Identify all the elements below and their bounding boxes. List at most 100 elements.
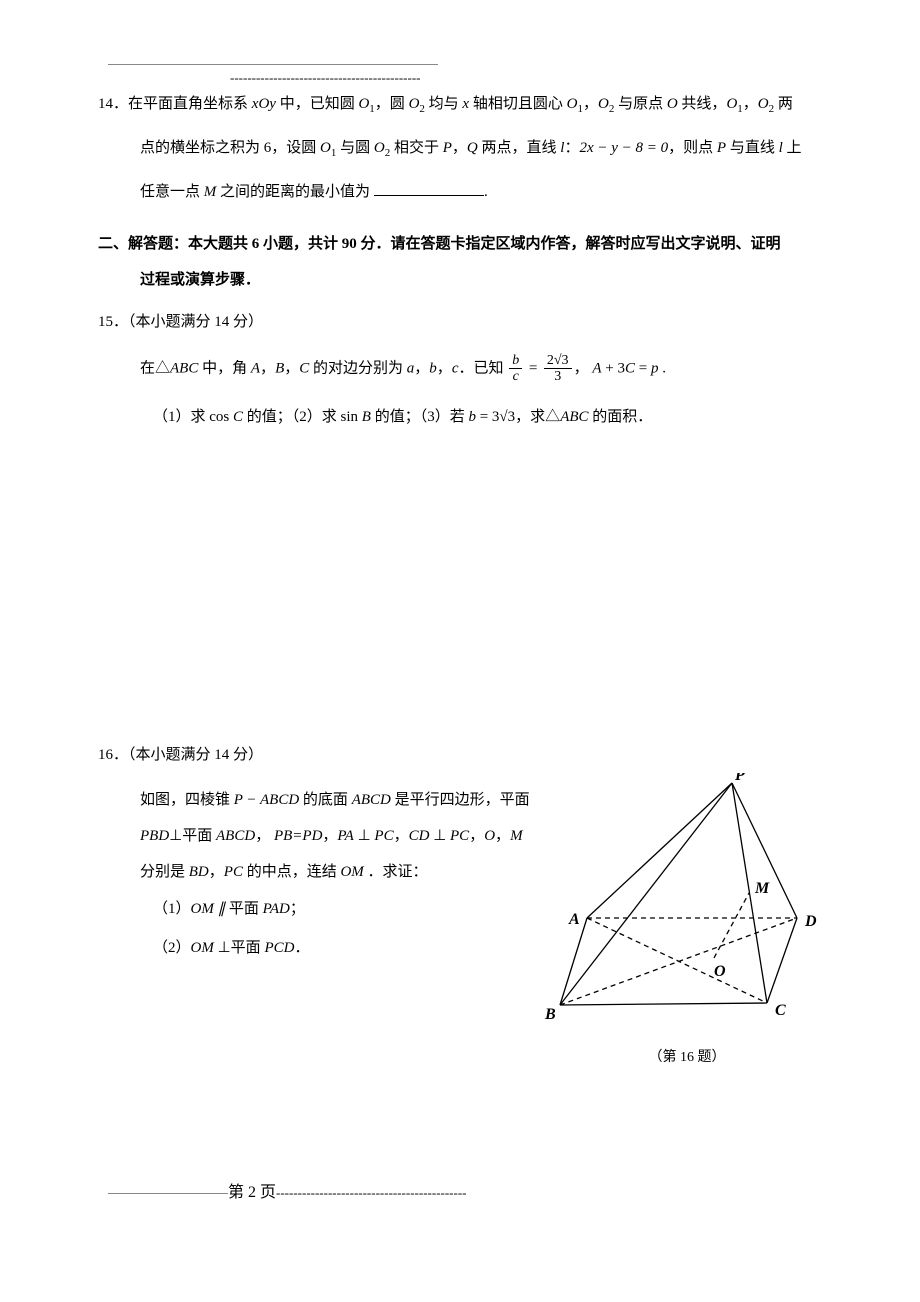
O1c: O — [726, 96, 737, 112]
P: P — [443, 140, 452, 156]
page-number: 第 2 页 — [228, 1184, 276, 1201]
eq2b: + 3 — [602, 360, 625, 376]
svg-text:A: A — [568, 911, 580, 928]
PC: PC — [374, 828, 393, 844]
BD: BD — [189, 864, 209, 880]
q14-text: 任意一点 — [140, 184, 204, 200]
C: C — [299, 360, 309, 376]
q15-text: 的值；（3）若 — [371, 409, 469, 425]
q15-text: ，求△ — [515, 409, 560, 425]
q14-text: 与原点 — [614, 96, 667, 112]
svg-text:B: B — [544, 1006, 556, 1023]
perp: ⊥ — [429, 828, 450, 844]
O: O — [667, 96, 678, 112]
O2d: O — [374, 140, 385, 156]
svg-text:M: M — [754, 880, 770, 897]
q14-text: ， — [743, 96, 758, 112]
eq: 2x − y − 8 = 0 — [579, 140, 668, 156]
q16-text: 平面 — [231, 940, 265, 956]
PAD: PAD — [263, 901, 290, 917]
Q: Q — [467, 140, 478, 156]
fraction-2sqrt3-3: 2√33 — [544, 353, 572, 385]
page-content: 14．在平面直角坐标系 xOy 中，已知圆 O1，圆 O2 均与 x 轴相切且圆… — [98, 90, 822, 968]
q14-text: 在平面直角坐标系 — [128, 96, 252, 112]
pabcd: P − ABCD — [234, 792, 299, 808]
q15-text: （1）求 cos — [153, 409, 233, 425]
Olabel: O — [484, 828, 495, 844]
c: ， — [322, 828, 337, 844]
question-16: 16．（本小题满分 14 分） 如图，四棱锥 P − ABCD 的底面 ABCD… — [98, 741, 822, 968]
period: . — [484, 184, 488, 200]
eq3b: = 3√3 — [476, 409, 515, 425]
PBD: PBD — [140, 828, 169, 844]
q14-text: 两 — [774, 96, 793, 112]
q15-number: 15． — [98, 314, 128, 330]
q14-text: ，则点 — [668, 140, 717, 156]
ABC: ABC — [170, 360, 198, 376]
perp: ⊥ — [169, 828, 182, 844]
c: ， — [284, 360, 299, 376]
q16-number: 16． — [98, 747, 128, 763]
q14-line3: 任意一点 M 之间的距离的最小值为. — [98, 178, 822, 207]
q16-text: 的中点，连结 — [243, 864, 341, 880]
q16-text: 平面 — [182, 828, 216, 844]
frac-den: c — [509, 369, 522, 384]
top-dashes: ----------------------------------------… — [230, 66, 420, 91]
q15-text: 的值；（2）求 sin — [243, 409, 362, 425]
Mlabel: M — [510, 828, 523, 844]
PC2: PC — [450, 828, 469, 844]
fraction-bc: bc — [509, 353, 522, 385]
q14-text: 两点，直线 — [478, 140, 561, 156]
O2c: O — [758, 96, 769, 112]
perp2: ⊥ — [214, 940, 231, 956]
q16-body: 如图，四棱锥 P − ABCD 的底面 ABCD 是平行四边形，平面 PBD⊥平… — [98, 782, 538, 890]
c: ， — [414, 360, 429, 376]
c: ， — [469, 828, 484, 844]
q15-text: 的对边分别为 — [309, 360, 407, 376]
OM1: OM — [191, 901, 214, 917]
q16-text: 如图，四棱锥 — [140, 792, 234, 808]
M: M — [204, 184, 217, 200]
O1: O — [358, 96, 369, 112]
PA: PA — [337, 828, 353, 844]
svg-text:P: P — [734, 773, 745, 784]
answer-blank — [374, 181, 484, 196]
O2b: O — [598, 96, 609, 112]
q14-line2: 点的横坐标之积为 6，设圆 O1 与圆 O2 相交于 P，Q 两点，直线 l：2… — [98, 134, 822, 164]
PBPD: PB=PD — [274, 828, 322, 844]
b: b — [429, 360, 437, 376]
c: ， — [394, 828, 409, 844]
ABCD2: ABCD — [216, 828, 255, 844]
footer-rule — [108, 1193, 228, 1194]
q14-text: ， — [583, 96, 598, 112]
q14-line1: 14．在平面直角坐标系 xOy 中，已知圆 O1，圆 O2 均与 x 轴相切且圆… — [98, 90, 822, 120]
q15-text: 的面积． — [589, 409, 653, 425]
q15-body2: （1）求 cos C 的值；（2）求 sin B 的值；（3）若 b = 3√3… — [98, 403, 822, 432]
q14-text: 中，已知圆 — [276, 96, 359, 112]
c: ， — [209, 864, 224, 880]
footer-dashes: ----------------------------------------… — [276, 1185, 466, 1200]
O1d: O — [320, 140, 331, 156]
c: ， — [437, 360, 452, 376]
question-15: 15．（本小题满分 14 分） 在△ABC 中，角 A，B，C 的对边分别为 a… — [98, 308, 822, 431]
q14-text: 均与 — [425, 96, 463, 112]
q14-text: 之间的距离的最小值为 — [216, 184, 370, 200]
q15-text: ， — [574, 360, 593, 376]
q15-text: 中，角 — [198, 360, 251, 376]
C2: C — [233, 409, 243, 425]
frac-num: 2√3 — [544, 353, 572, 369]
q15-header: 15．（本小题满分 14 分） — [98, 308, 822, 337]
O1b: O — [567, 96, 578, 112]
q16-text: 平面 — [229, 901, 263, 917]
section-header-line1: 二、解答题：本大题共 6 小题，共计 90 分．请在答题卡指定区域内作答，解答时… — [98, 226, 822, 262]
P2: P — [717, 140, 726, 156]
q14-text: 与圆 — [336, 140, 374, 156]
ABC2: ABC — [560, 409, 588, 425]
eq3a: b — [468, 409, 476, 425]
q14-text: 共线， — [678, 96, 727, 112]
eq: = — [524, 360, 542, 376]
eq2d: = — [635, 360, 651, 376]
q15-text: 在△ — [140, 360, 170, 376]
pyramid-diagram: PADBCMO — [542, 773, 832, 1028]
parallel: ∥ — [214, 901, 229, 917]
